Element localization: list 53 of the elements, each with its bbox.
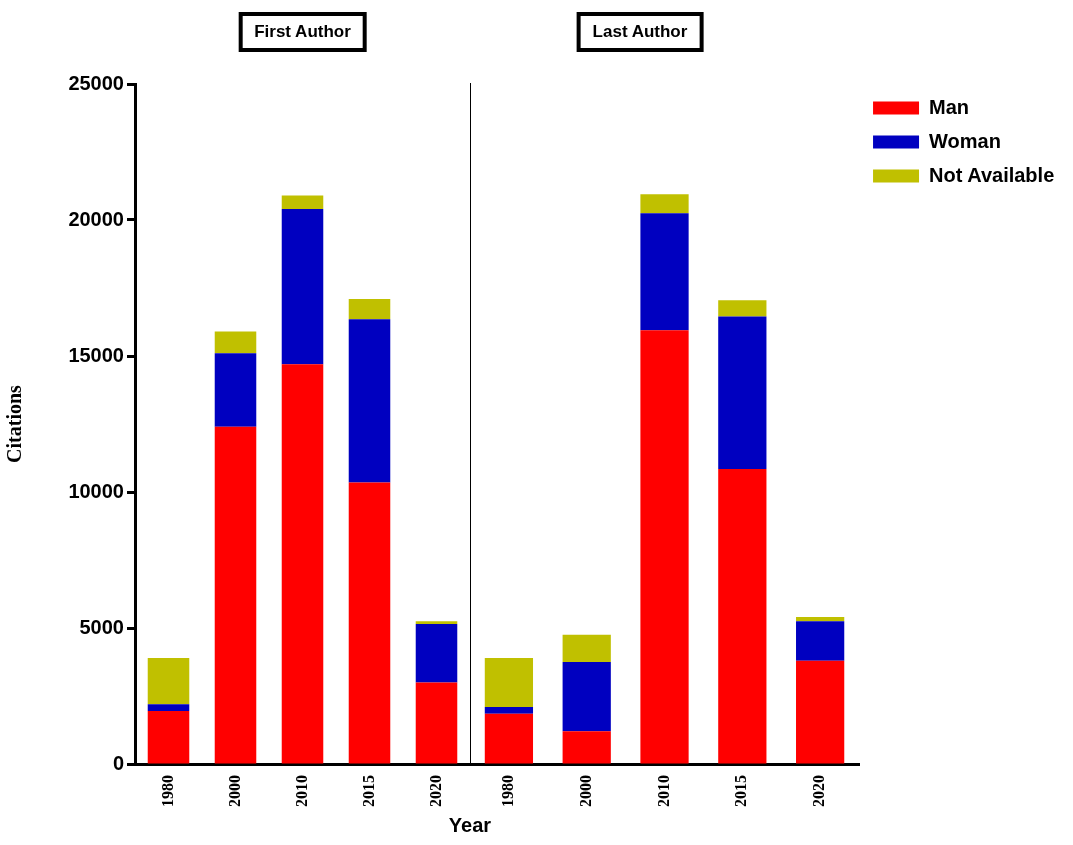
- bar: [640, 213, 689, 331]
- bar: [484, 706, 534, 714]
- x-tick-label: 2000: [225, 775, 243, 807]
- bar: [281, 364, 324, 764]
- chart-title: First Author: [238, 12, 367, 52]
- y-tick-label: 0: [112, 751, 124, 774]
- bar: [281, 195, 324, 210]
- bar: [796, 660, 845, 764]
- x-tick-label: 2000: [576, 775, 594, 807]
- x-tick-label: 2010: [292, 775, 310, 807]
- bar: [281, 209, 324, 365]
- bar: [348, 482, 391, 764]
- y-axis-title: Citations: [3, 384, 26, 463]
- bar: [214, 426, 257, 764]
- bar: [796, 617, 845, 622]
- bar: [640, 194, 689, 214]
- bar: [562, 634, 611, 662]
- bar: [147, 710, 190, 764]
- bar: [562, 731, 611, 764]
- x-tick-label: 2015: [359, 775, 377, 807]
- bar: [214, 353, 257, 427]
- legend-label: Man: [929, 95, 970, 118]
- x-tick-label: 2020: [426, 775, 444, 807]
- legend-label: Woman: [929, 129, 1001, 152]
- bar: [718, 300, 767, 317]
- y-tick-label: 20000: [68, 207, 124, 230]
- bar: [415, 682, 458, 764]
- bar: [718, 316, 767, 469]
- bar: [484, 657, 534, 707]
- y-tick-label: 25000: [68, 71, 124, 94]
- y-tick-label: 10000: [68, 479, 124, 502]
- bar: [147, 657, 190, 705]
- x-axis-title: Year: [448, 814, 492, 837]
- chart-title: Last Author: [576, 12, 704, 52]
- legend-label: Not Available: [929, 163, 1055, 186]
- y-tick-label: 15000: [68, 343, 124, 366]
- y-tick-label: 5000: [79, 615, 124, 638]
- bar: [640, 330, 689, 764]
- bar: [147, 704, 190, 711]
- x-tick-label: 1980: [158, 775, 176, 807]
- bar: [562, 662, 611, 732]
- bar: [796, 621, 845, 661]
- x-tick-label: 2020: [810, 775, 828, 807]
- bar: [718, 468, 767, 764]
- bar: [348, 319, 391, 483]
- bar: [214, 331, 257, 354]
- bar: [415, 623, 458, 683]
- bar: [348, 298, 391, 320]
- x-tick-label: 2015: [732, 775, 750, 807]
- bar: [484, 713, 534, 764]
- bar: [415, 621, 458, 624]
- x-tick-label: 1980: [499, 775, 517, 807]
- x-tick-label: 2010: [654, 775, 672, 807]
